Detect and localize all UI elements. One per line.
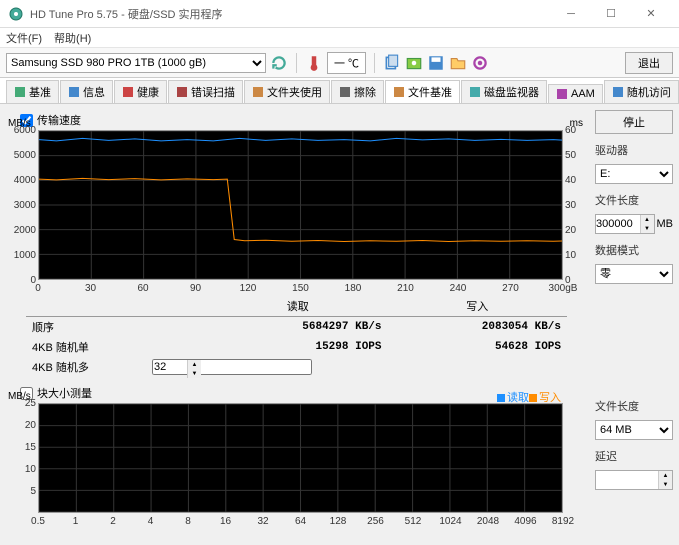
tab-错误扫描[interactable]: 错误扫描 bbox=[168, 80, 243, 103]
titlebar: HD Tune Pro 5.75 - 硬盘/SSD 实用程序 ─ ☐ ✕ bbox=[0, 0, 679, 28]
screenshot-icon[interactable] bbox=[405, 54, 423, 72]
multi-spinner[interactable] bbox=[152, 359, 312, 375]
maximize-button[interactable]: ☐ bbox=[591, 0, 631, 28]
tab-文件夹使用[interactable]: 文件夹使用 bbox=[244, 80, 330, 103]
device-select[interactable]: Samsung SSD 980 PRO 1TB (1000 gB) bbox=[6, 53, 266, 73]
toolbar: Samsung SSD 980 PRO 1TB (1000 gB) 一 ℃ 退出 bbox=[0, 48, 679, 78]
tab-健康[interactable]: 健康 bbox=[114, 80, 167, 103]
tab-擦除[interactable]: 擦除 bbox=[331, 80, 384, 103]
side-panel: 停止 驱动器 E: 文件长度 ▲▼ MB 数据模式 零 文件长度 64 MB 延… bbox=[595, 110, 673, 529]
app-icon bbox=[8, 6, 24, 22]
menubar: 文件(F) 帮助(H) bbox=[0, 28, 679, 48]
tab-磁盘监视器[interactable]: 磁盘监视器 bbox=[461, 80, 547, 103]
stop-button[interactable]: 停止 bbox=[595, 110, 673, 134]
blocksize-chart bbox=[38, 403, 563, 513]
settings-icon[interactable] bbox=[471, 54, 489, 72]
filelen-unit: MB bbox=[657, 218, 674, 230]
folder-icon[interactable] bbox=[449, 54, 467, 72]
tab-文件基准[interactable]: 文件基准 bbox=[385, 80, 460, 104]
save-icon[interactable] bbox=[427, 54, 445, 72]
tab-随机访问[interactable]: 随机访问 bbox=[604, 80, 679, 103]
y-unit: MB/s bbox=[8, 118, 31, 129]
drive-select[interactable]: E: bbox=[595, 164, 673, 184]
refresh-icon[interactable] bbox=[270, 54, 288, 72]
datamode-select[interactable]: 零 bbox=[595, 264, 673, 284]
y2-unit: ms bbox=[570, 118, 583, 129]
datamode-label: 数据模式 bbox=[595, 242, 673, 258]
delay-label: 延迟 bbox=[595, 448, 673, 464]
transfer-label: 传输速度 bbox=[37, 112, 81, 128]
tab-基准[interactable]: 基准 bbox=[6, 80, 59, 103]
spin-up-2[interactable]: ▲ bbox=[658, 471, 672, 480]
menu-help[interactable]: 帮助(H) bbox=[54, 30, 91, 46]
temp-display: 一 ℃ bbox=[327, 52, 366, 74]
filelen2-select[interactable]: 64 MB bbox=[595, 420, 673, 440]
blocksize-label: 块大小测量 bbox=[37, 385, 92, 401]
filelen-label: 文件长度 bbox=[595, 192, 673, 208]
filelen2-label: 文件长度 bbox=[595, 398, 673, 414]
tabs: 基准信息健康错误扫描文件夹使用擦除文件基准磁盘监视器AAM随机访问额外测试 bbox=[0, 78, 679, 104]
spin-up[interactable]: ▲ bbox=[640, 215, 654, 224]
results-table: 读取写入 顺序5684297 KB/s2083054 KB/s4KB 随机单15… bbox=[26, 296, 567, 377]
spin-down[interactable]: ▼ bbox=[640, 224, 654, 233]
window-title: HD Tune Pro 5.75 - 硬盘/SSD 实用程序 bbox=[30, 6, 551, 22]
y-unit-2: MB/s bbox=[8, 391, 31, 402]
exit-button[interactable]: 退出 bbox=[625, 52, 673, 74]
tab-AAM[interactable]: AAM bbox=[548, 84, 603, 103]
temp-icon bbox=[305, 54, 323, 72]
spin-down-2[interactable]: ▼ bbox=[658, 480, 672, 489]
drive-label: 驱动器 bbox=[595, 142, 673, 158]
close-button[interactable]: ✕ bbox=[631, 0, 671, 28]
minimize-button[interactable]: ─ bbox=[551, 0, 591, 28]
menu-file[interactable]: 文件(F) bbox=[6, 30, 42, 46]
tab-信息[interactable]: 信息 bbox=[60, 80, 113, 103]
transfer-chart bbox=[38, 130, 563, 280]
copy-icon[interactable] bbox=[383, 54, 401, 72]
